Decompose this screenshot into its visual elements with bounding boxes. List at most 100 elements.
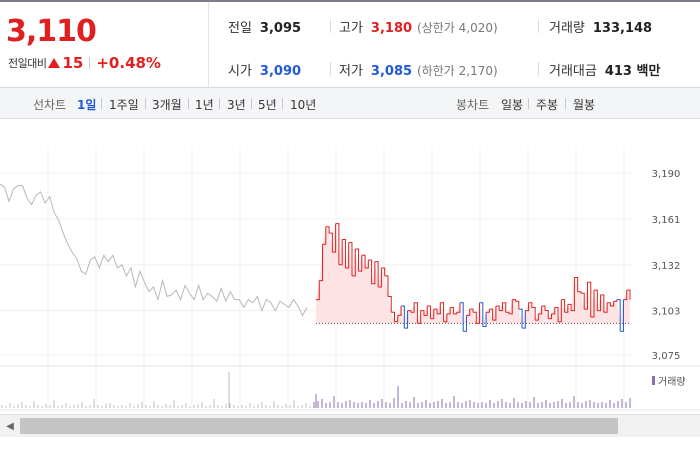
candle-chart-label: 봉차트 [456, 98, 490, 112]
price-line-segment [564, 304, 569, 313]
stat-value: 3,180 [370, 21, 413, 36]
stat-divider [538, 19, 539, 33]
price-line-segment [603, 302, 608, 313]
price-line-segment [440, 302, 445, 322]
price-line-segment [607, 302, 611, 306]
price-line-segment [387, 295, 392, 313]
price-line-segment [473, 311, 477, 324]
price-line-segment [427, 305, 431, 319]
change-label: 전일대비 [8, 57, 47, 70]
up-triangle-icon [48, 58, 61, 68]
stat-high: 고가 3,180 (상한가 4,020) [339, 17, 498, 36]
price-line-segment [587, 281, 592, 318]
price-line-segment [482, 312, 487, 328]
price-line-segment [355, 248, 360, 272]
price-line-segment [414, 302, 418, 324]
price-line-segment [466, 309, 471, 316]
price-line-segment [577, 291, 582, 294]
price-line-segment [374, 261, 379, 287]
price-line-segment [623, 290, 628, 301]
stat-label: 전일 [228, 21, 252, 36]
period-5y[interactable]: 5년 [258, 98, 277, 112]
price-line-segment [430, 309, 435, 320]
price-line-segment [437, 302, 441, 315]
period-3m[interactable]: 3개월 [152, 98, 182, 112]
price-line-segment [394, 315, 399, 323]
y-tick-label: 3,103 [652, 307, 681, 318]
volume-legend-label: 거래량 [658, 377, 686, 388]
price-line-segment [499, 302, 503, 312]
price-line-segment [597, 294, 602, 312]
price-line-segment [329, 232, 333, 253]
chart-scrollbar[interactable]: ◀ [0, 414, 700, 437]
period-1d[interactable]: 1일 [77, 98, 97, 112]
price-area-fill [316, 223, 630, 324]
price-line-segment [626, 289, 631, 300]
price-line-segment [558, 299, 562, 323]
price-line-segment [594, 289, 598, 311]
price-line-segment [492, 305, 497, 321]
y-tick-label: 3,161 [652, 215, 681, 226]
price-line-segment [342, 238, 346, 268]
price-line-segment [522, 310, 526, 329]
stat-label: 고가 [339, 21, 363, 36]
price-line-segment [574, 276, 579, 292]
price-line-segment [489, 308, 494, 321]
period-3y[interactable]: 3년 [227, 98, 246, 112]
price-line-segment [508, 299, 513, 315]
price-line-segment [616, 299, 621, 332]
price-line-segment [371, 261, 376, 285]
top-border [0, 0, 700, 2]
scroll-left-icon[interactable]: ◀ [6, 420, 14, 432]
price-line-segment [620, 299, 624, 332]
period-separator [219, 98, 220, 109]
price-line-segment [551, 307, 556, 315]
price-line-segment [319, 244, 324, 282]
price-line-segment [476, 302, 481, 324]
price-line-segment [463, 315, 467, 332]
y-tick-label: 3,075 [652, 351, 681, 362]
candle-daily[interactable]: 일봉 [501, 98, 524, 112]
price-line-segment [391, 311, 395, 322]
price-line-segment [368, 259, 373, 284]
stat-prev-close: 전일 3,095 [228, 17, 301, 36]
price-line-segment [561, 299, 566, 313]
scrollbar-thumb[interactable] [20, 418, 618, 434]
stat-label: 시가 [228, 64, 252, 79]
stat-trade-value: 거래대금 413 백만 [549, 60, 660, 79]
price-line-segment [381, 267, 386, 276]
price-line-segment [332, 223, 337, 253]
stat-label: 거래량 [549, 21, 585, 36]
period-separator [251, 98, 252, 109]
stat-volume: 거래량 133,148 [549, 17, 652, 36]
period-1w[interactable]: 1주일 [109, 98, 139, 112]
price-line-segment [338, 239, 343, 266]
candle-monthly[interactable]: 월봉 [573, 98, 596, 112]
price-line-segment [316, 280, 320, 301]
stat-value: 413 백만 [604, 64, 661, 79]
period-1y[interactable]: 1년 [195, 98, 214, 112]
price-line-segment [548, 313, 552, 320]
volume-legend-swatch [652, 376, 655, 385]
change-percent: +0.48% [96, 54, 161, 72]
price-line-segment [345, 242, 350, 269]
stat-value: 3,085 [370, 64, 413, 79]
price-line-segment [541, 305, 546, 311]
price-line-segment [528, 302, 533, 308]
candle-weekly[interactable]: 주봉 [536, 98, 559, 112]
period-10y[interactable]: 10년 [290, 98, 317, 112]
stat-label: 저가 [339, 64, 363, 79]
stat-value: 3,090 [259, 64, 302, 79]
price-line-segment [505, 311, 510, 314]
price-line-segment [567, 303, 572, 311]
price-line-segment [479, 302, 484, 327]
price-line-segment [420, 310, 425, 316]
price-line-segment [401, 305, 405, 329]
period-separator [528, 98, 529, 109]
price-line-segment [538, 305, 543, 315]
change-amount: 15 [62, 54, 84, 72]
price-line-segment [515, 300, 520, 310]
stat-value: 133,148 [592, 21, 653, 36]
stat-sub: (하한가 2,170) [417, 64, 498, 78]
price-line-segment [417, 310, 422, 324]
